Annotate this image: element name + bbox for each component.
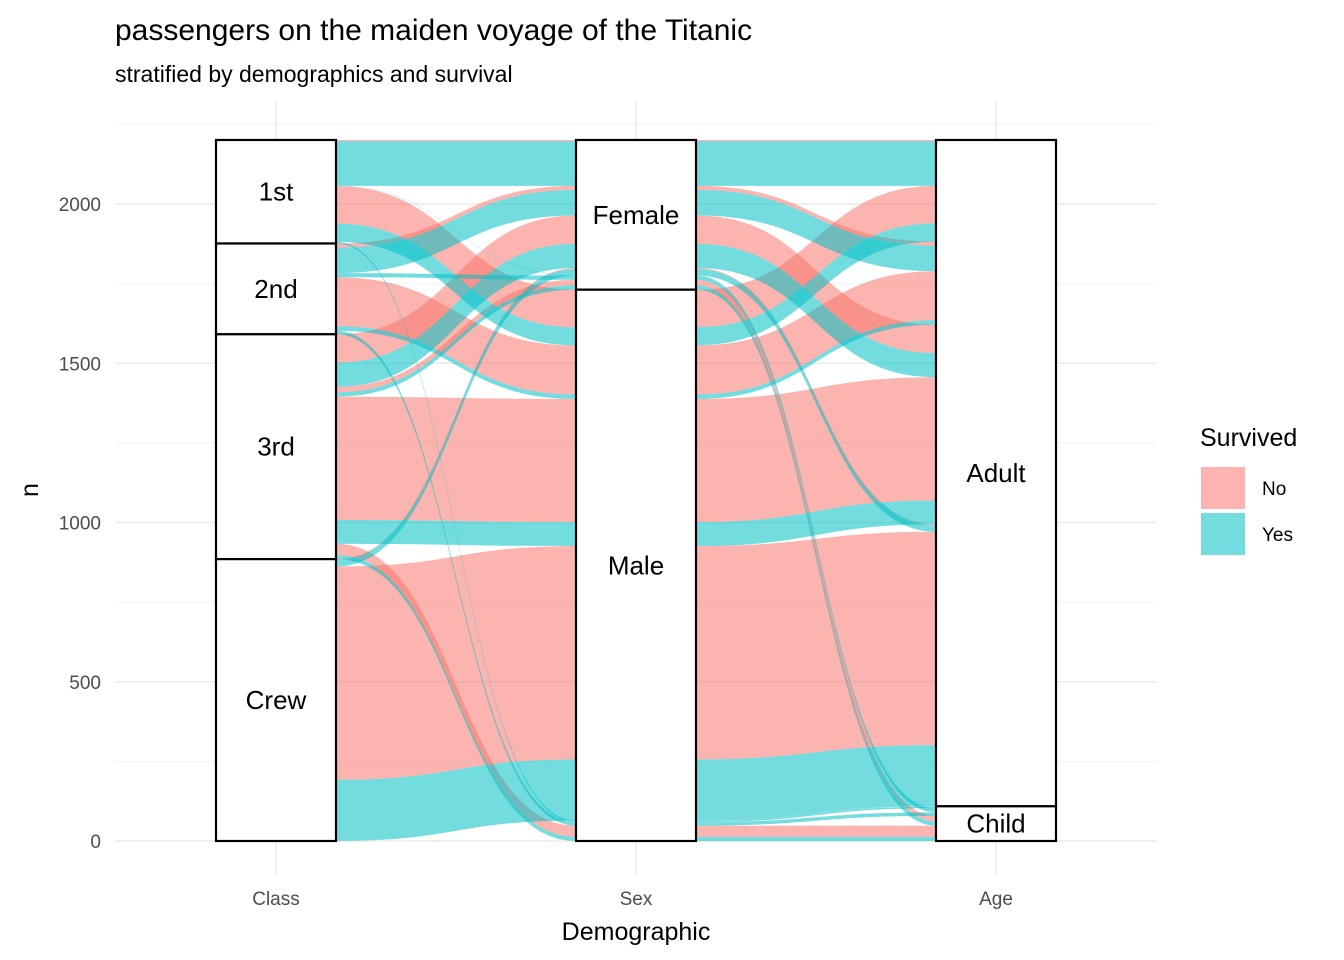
stratum-1st (214, 138, 338, 245)
stratum-child (934, 805, 1058, 843)
flow-no (696, 185, 936, 328)
legend-key-no (1201, 467, 1245, 509)
flow-yes (336, 285, 576, 397)
strata: 1st 2nd 3rd Crew Female Male Adult Child (214, 138, 1058, 843)
stratum-label: Adult (966, 458, 1026, 488)
flow-no (696, 531, 936, 760)
flow-yes (696, 141, 936, 186)
flow-yes (336, 141, 576, 186)
flow-no (336, 185, 576, 248)
flow-no (696, 377, 936, 523)
x-tick-label: Age (979, 889, 1013, 910)
flow-yes (336, 243, 576, 387)
legend-title: Survived (1200, 424, 1297, 452)
flow-no (696, 271, 936, 395)
flow-yes (696, 836, 936, 841)
flow-yes (336, 189, 576, 274)
flow-yes (336, 330, 576, 826)
y-tick-label: 500 (69, 673, 101, 694)
flow-yes (696, 285, 936, 826)
y-tick-label: 0 (90, 832, 101, 853)
flow-yes (696, 500, 936, 547)
flow-yes (336, 268, 576, 567)
flow-yes (336, 759, 576, 841)
stratum-label: Child (966, 809, 1025, 839)
flow-yes (696, 268, 936, 532)
flow-yes (696, 275, 936, 807)
stratum-label: Female (593, 200, 680, 230)
flow-no (336, 546, 576, 780)
legend-label: No (1262, 479, 1286, 500)
chart-subtitle: stratified by demographics and survival (115, 61, 513, 87)
stratum-female (574, 138, 698, 291)
y-tick-label: 1500 (59, 354, 101, 375)
legend-key-yes (1201, 513, 1245, 555)
flow-yes (696, 320, 936, 399)
flow-no (336, 277, 576, 395)
legend: Survived No Yes (1200, 424, 1297, 555)
flow-yes (696, 806, 936, 823)
flow-yes (696, 189, 936, 272)
flow-no (336, 268, 576, 561)
flow-yes (696, 275, 936, 813)
flow-no (336, 396, 576, 523)
flow-yes (336, 326, 576, 399)
stratum-2nd (214, 242, 338, 336)
legend-label: Yes (1262, 525, 1293, 546)
stratum-male (574, 288, 698, 843)
flow-no (336, 139, 576, 142)
flow-yes (336, 519, 576, 547)
stratum-crew (214, 558, 338, 843)
x-tick-label: Sex (620, 889, 653, 910)
flow-yes (336, 554, 576, 841)
stratum-label: 1st (259, 177, 294, 207)
axis-ticks: 0 500 1000 1500 2000 Class Sex Age (59, 195, 1013, 910)
flow-no (696, 139, 936, 142)
y-tick-label: 2000 (59, 195, 101, 216)
stratum-3rd (214, 333, 338, 561)
flow-no (696, 825, 936, 837)
y-axis-title: n (16, 483, 44, 497)
stratum-label: 3rd (257, 432, 295, 462)
chart-title: passengers on the maiden voyage of the T… (115, 14, 752, 47)
flow-no (696, 268, 936, 526)
flow-no (336, 186, 576, 328)
flow-no (696, 185, 936, 246)
flow-yes (696, 812, 936, 826)
flow-yes (696, 243, 936, 378)
stratum-label: 2nd (254, 274, 297, 304)
y-tick-label: 1000 (59, 514, 101, 535)
flows (336, 139, 936, 841)
stratum-label: Crew (246, 685, 307, 715)
flow-yes (696, 223, 936, 346)
x-axis-title: Demographic (562, 918, 711, 946)
flow-yes (336, 223, 576, 346)
x-tick-label: Class (252, 889, 300, 910)
stratum-label: Male (608, 550, 664, 580)
flow-yes (696, 745, 936, 821)
